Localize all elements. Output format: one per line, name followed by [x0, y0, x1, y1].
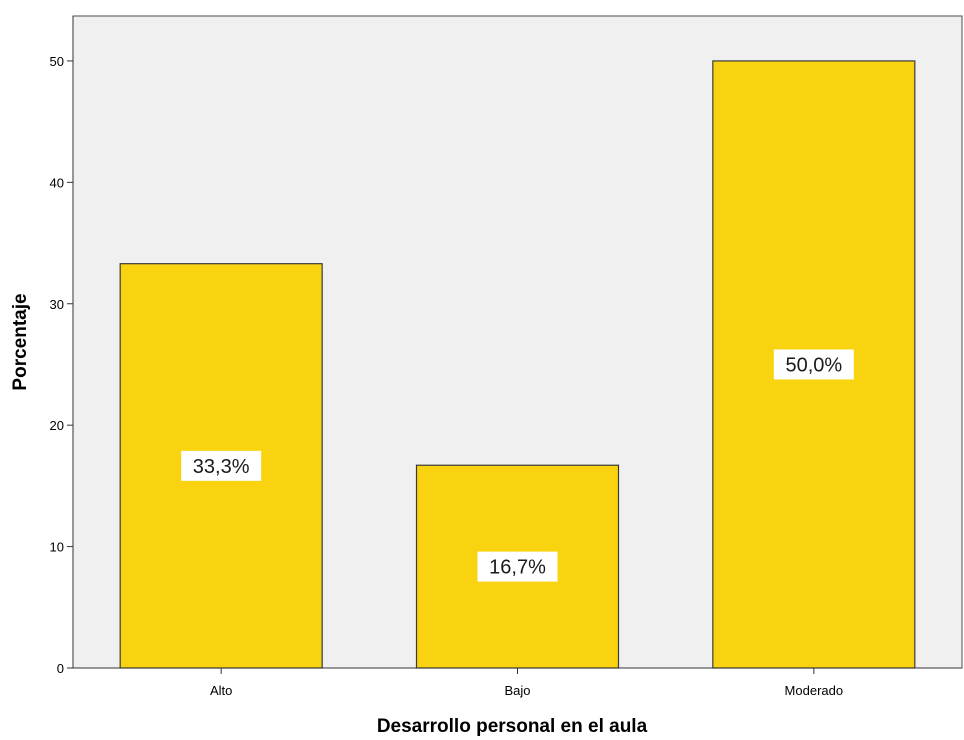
x-axis-title: Desarrollo personal en el aula: [377, 716, 648, 737]
y-axis-title: Porcentaje: [10, 293, 31, 390]
data-label-box: [477, 551, 558, 582]
y-tick-label: 20: [50, 418, 64, 433]
y-tick-label: 30: [50, 297, 64, 312]
y-tick-label: 50: [50, 54, 64, 69]
y-axis: 0 10 20 30 40 50: [50, 16, 74, 676]
y-tick-label: 0: [57, 661, 64, 676]
x-tick-label: Bajo: [504, 683, 530, 698]
x-tick-label: Alto: [210, 683, 232, 698]
data-label: 33,3%: [193, 456, 250, 478]
x-tick-label: Moderado: [785, 683, 844, 698]
data-labels-group: 33,3% 16,7% 50,0%: [181, 349, 854, 582]
data-label: 50,0%: [785, 354, 842, 376]
data-label-box: [773, 349, 854, 380]
y-tick-label: 40: [50, 175, 64, 190]
y-tick-label: 10: [50, 540, 64, 555]
data-label: 16,7%: [489, 557, 546, 579]
data-label-box: [181, 450, 262, 481]
x-axis: Alto Bajo Moderado: [73, 667, 962, 698]
